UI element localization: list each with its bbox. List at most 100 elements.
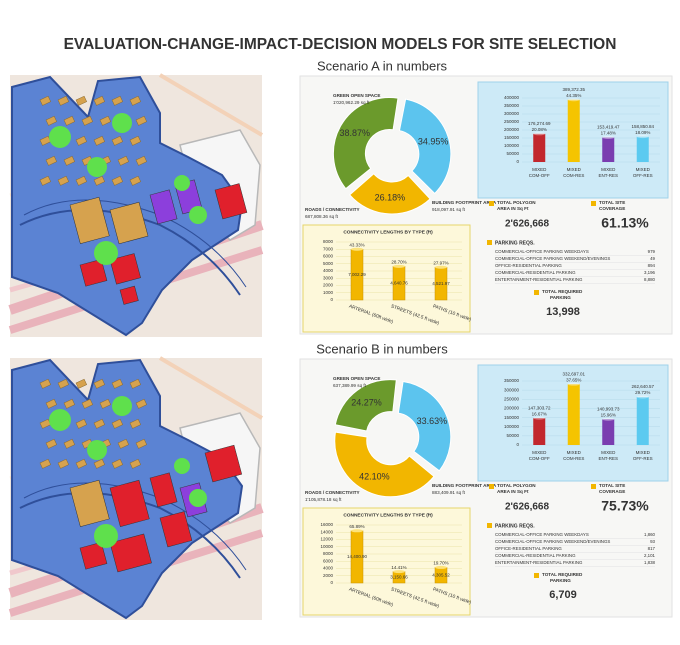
donut-percent: 34.95% (418, 137, 449, 147)
bar-share-label: 19.70% (433, 561, 448, 566)
y-tick-label: 50000 (506, 433, 519, 438)
land-use-block (69, 479, 110, 527)
y-tick-label: 2000 (323, 573, 334, 578)
bar-cap (351, 247, 363, 251)
bar-share-label: 18.09% (635, 130, 650, 135)
building (129, 458, 142, 469)
bar (602, 419, 615, 445)
parking-item-value: 2,101 (644, 553, 656, 558)
green-space (49, 126, 71, 148)
building (111, 458, 124, 469)
page-title: EVALUATION-CHANGE-IMPACT-DECISION MODELS… (64, 36, 617, 53)
building (135, 438, 148, 449)
building (111, 135, 124, 146)
y-tick-label: 12000 (320, 537, 333, 542)
donut-percent: 24.27% (351, 398, 382, 408)
y-tick-label: 350000 (504, 103, 520, 108)
y-tick-label: 150000 (504, 135, 520, 140)
bar-cap (351, 529, 363, 533)
building (129, 418, 142, 429)
bar-share-label: 28.70% (391, 260, 406, 265)
x-tick-label: ENT-RES (598, 456, 618, 461)
land-use-block (149, 189, 178, 225)
bar-share-label: 16.67% (532, 411, 547, 416)
parking-total-value: 13,998 (546, 306, 580, 318)
bar (602, 137, 615, 162)
building (129, 378, 142, 389)
y-tick-label: 50000 (506, 151, 519, 156)
x-tick-label: MIXED (567, 450, 582, 455)
connectivity-title: CONNECTIVITY LENGTHS BY TYPE (ft) (343, 512, 433, 518)
building (117, 155, 130, 166)
bar-cap (636, 395, 649, 399)
connector-road (19, 209, 241, 296)
building (111, 175, 124, 186)
bar-cap (435, 265, 447, 269)
parking-item-value: 817 (648, 546, 656, 551)
building (117, 438, 130, 449)
parking-item-value: 49 (650, 256, 655, 261)
building (93, 95, 106, 106)
donut-percent: 42.10% (359, 472, 390, 482)
building (45, 438, 58, 449)
building (93, 175, 106, 186)
map-road (158, 356, 264, 420)
y-tick-label: 16000 (320, 522, 333, 527)
green-space (112, 113, 132, 133)
building (45, 115, 58, 126)
bar (533, 418, 546, 445)
parking-title: PARKING REQS. (495, 523, 535, 529)
bar-value-label: 147,303.72 (528, 405, 551, 410)
parking-icon (534, 290, 539, 295)
building (45, 398, 58, 409)
connector-road (19, 492, 241, 579)
x-tick-label: MIXED (567, 167, 582, 172)
bar-cap (602, 417, 615, 421)
site-map (8, 356, 264, 620)
bar-value-label: 7,002.29 (348, 272, 366, 277)
bar-value-label: 332,697.01 (562, 371, 585, 376)
bar-value-label: 4,305.52 (432, 572, 450, 577)
segment-label: GREEN OPEN SPACE (333, 93, 380, 98)
y-tick-label: 10000 (320, 544, 333, 549)
parking-item-label: COMMERCIAL-OFFICE PARKING WEEKEND/EVENIN… (495, 256, 610, 261)
building (57, 458, 70, 469)
total-label: TOTAL POLYGON (497, 200, 536, 205)
building (99, 115, 112, 126)
map-road (158, 73, 264, 137)
parking-total-label: TOTAL REQUIRED (542, 289, 583, 294)
bar-cap (636, 135, 649, 139)
building (63, 398, 76, 409)
building (129, 95, 142, 106)
segment-label: BUILDING FOOTPRINT AREA (432, 200, 497, 205)
y-tick-label: 5000 (323, 261, 334, 266)
bar (567, 384, 580, 445)
total-label: AREA IN Sq Ft (497, 206, 529, 211)
bar (636, 136, 649, 162)
building (99, 398, 112, 409)
green-space (94, 241, 118, 265)
building (135, 155, 148, 166)
segment-label: BUILDING FOOTPRINT AREA (432, 483, 497, 488)
building (39, 458, 52, 469)
y-tick-label: 0 (330, 580, 333, 585)
y-tick-label: 8000 (323, 239, 334, 244)
parking-icon (487, 240, 492, 245)
building (39, 175, 52, 186)
y-tick-label: 100000 (504, 143, 520, 148)
segment-area: 1'105,878.18 sq ft (305, 497, 342, 502)
y-tick-label: 4000 (323, 566, 334, 571)
building (111, 95, 124, 106)
total-label: TOTAL SITE (599, 483, 625, 488)
y-tick-label: 0 (516, 159, 519, 164)
bar-cap (533, 132, 546, 136)
total-value: 61.13% (601, 215, 649, 231)
y-tick-label: 2000 (323, 283, 334, 288)
y-tick-label: 300000 (504, 111, 520, 116)
bar (636, 396, 649, 445)
building (111, 378, 124, 389)
building (93, 458, 106, 469)
building (75, 458, 88, 469)
scenario-heading: Scenario A in numbers (317, 58, 448, 73)
y-tick-label: 100000 (504, 424, 520, 429)
